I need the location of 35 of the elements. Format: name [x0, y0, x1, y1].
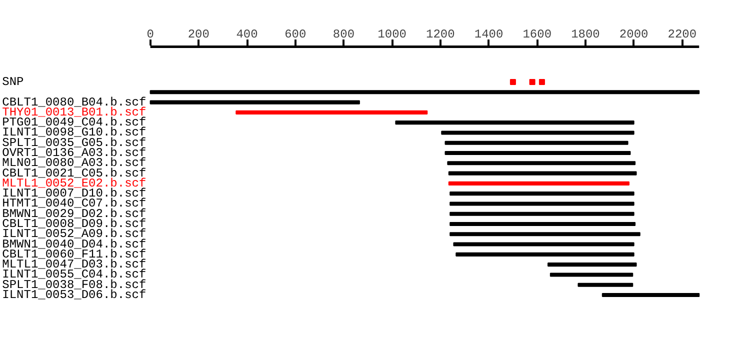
y-tick-label: ILNT1_0053_D06.b.scf — [2, 288, 146, 302]
bar — [550, 272, 634, 277]
x-tick-label: 600 — [284, 28, 306, 42]
bar — [578, 282, 634, 287]
x-tick-label: 1200 — [426, 28, 455, 42]
bar — [150, 100, 360, 104]
x-tick-label: 400 — [236, 28, 258, 42]
x-tick-label: 800 — [332, 28, 355, 42]
bar — [448, 181, 630, 186]
bar — [450, 232, 640, 236]
bar — [450, 212, 634, 216]
bar — [236, 110, 428, 114]
x-tick-label: 1800 — [571, 28, 600, 42]
x-tick-label: 200 — [188, 28, 210, 42]
bar — [453, 242, 634, 246]
x-tick-label: 1000 — [378, 28, 406, 42]
y-tick-label: SNP — [2, 75, 24, 90]
bar — [441, 130, 634, 135]
x-tick-label: 2200 — [668, 28, 697, 42]
bar — [444, 140, 628, 145]
bar — [456, 252, 634, 256]
bar — [447, 161, 636, 166]
bar — [150, 90, 700, 94]
bar — [395, 120, 634, 125]
x-tick-label: 0 — [146, 28, 154, 42]
x-tick-label: 2000 — [619, 28, 648, 42]
bar — [602, 292, 700, 298]
bar — [548, 262, 637, 267]
bar — [450, 222, 636, 226]
x-tick-label: 1600 — [522, 28, 552, 42]
x-tick-label: 1400 — [474, 28, 504, 42]
bar — [450, 202, 634, 206]
bar — [450, 192, 634, 196]
bar — [448, 171, 637, 176]
bar — [444, 150, 631, 156]
